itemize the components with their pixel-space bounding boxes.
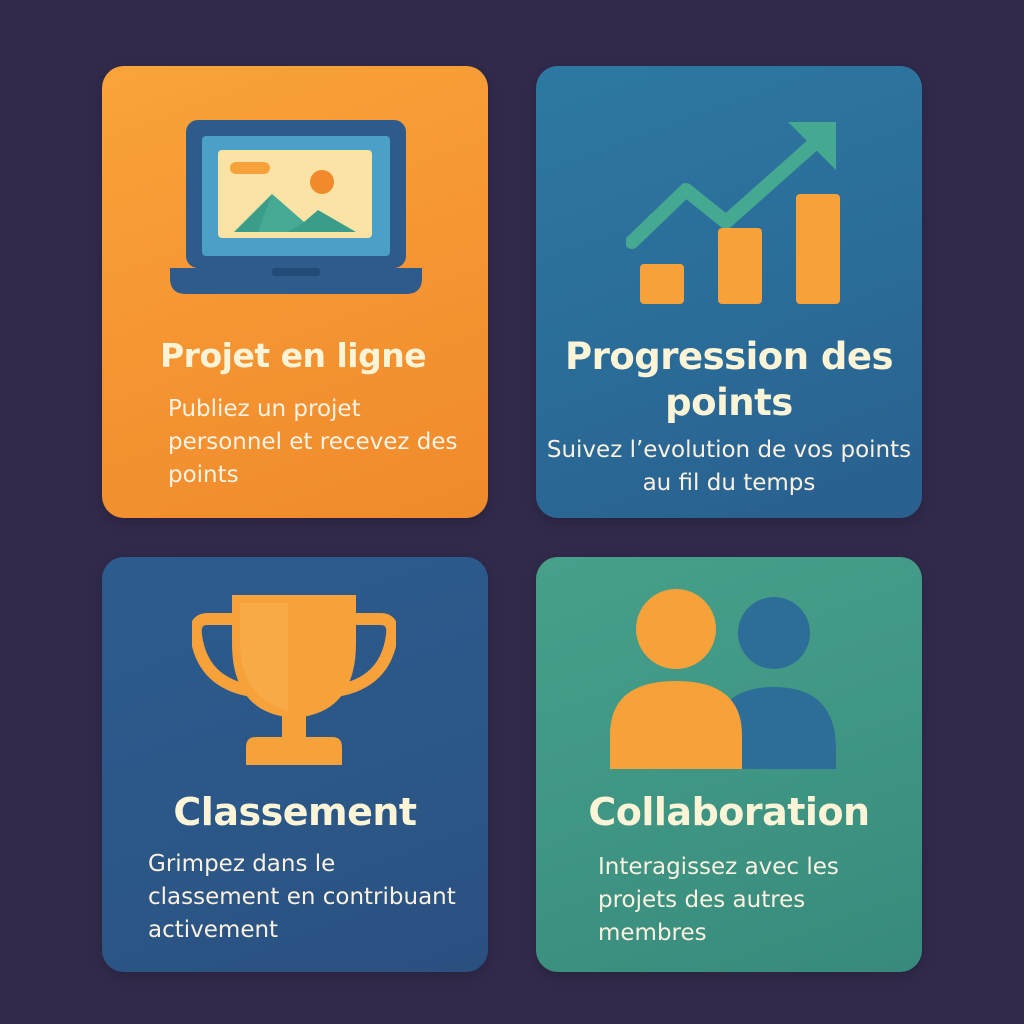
card-description: Publiez un projet personnel et recevez d… bbox=[168, 396, 458, 488]
card-title: Projet en ligne bbox=[160, 336, 427, 375]
card-title: Collaboration bbox=[588, 790, 870, 834]
card-description: Suivez l’evolution de vos points au fil … bbox=[546, 437, 912, 496]
card-title: Progression des points bbox=[564, 335, 894, 424]
growth-chart-icon bbox=[626, 118, 840, 308]
card-collaboration[interactable]: Collaboration Interagissez avec les proj… bbox=[536, 557, 922, 972]
laptop-image-icon bbox=[168, 118, 424, 300]
trophy-icon bbox=[192, 593, 396, 769]
card-projet-en-ligne[interactable]: Projet en ligne Publiez un projet person… bbox=[102, 66, 488, 518]
card-title: Classement bbox=[173, 790, 417, 834]
users-icon bbox=[608, 587, 840, 769]
card-progression-des-points[interactable]: Progression des points Suivez l’evolutio… bbox=[536, 66, 922, 518]
card-description: Interagissez avec les projets des autres… bbox=[598, 854, 839, 946]
card-description: Grimpez dans le classement en contribuan… bbox=[148, 851, 456, 943]
card-classement[interactable]: Classement Grimpez dans le classement en… bbox=[102, 557, 488, 972]
